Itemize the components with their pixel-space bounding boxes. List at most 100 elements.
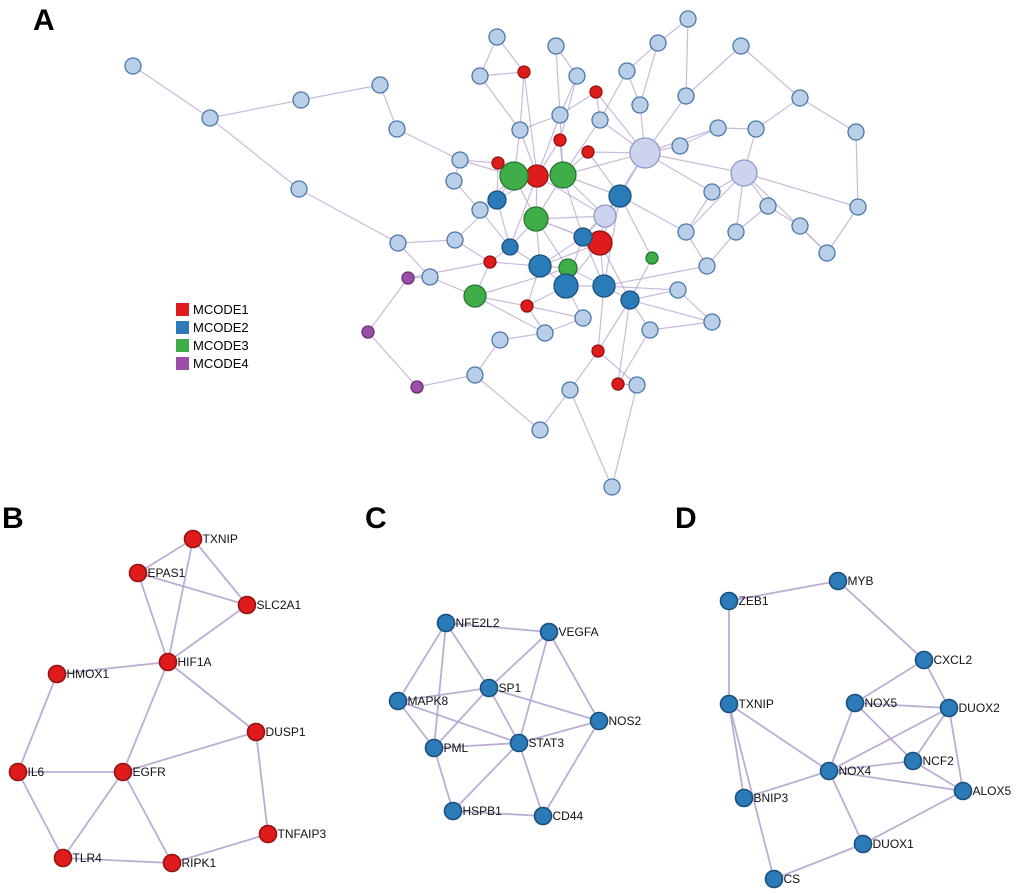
network-edge — [300, 84, 381, 101]
gene-node-TNFAIP3 — [258, 824, 278, 844]
network-edge — [167, 604, 248, 663]
gene-node-MAPK8 — [388, 691, 408, 711]
network-edge — [617, 329, 651, 385]
gene-label-NOX5: NOX5 — [865, 696, 898, 710]
gene-node-DUOX2 — [939, 698, 959, 718]
network-edge — [433, 622, 447, 749]
network-edge — [629, 299, 713, 323]
network-edge — [17, 771, 64, 859]
network-edge — [828, 707, 950, 772]
network-edge — [526, 305, 584, 319]
gene-node-HIF1A — [158, 652, 178, 672]
network-node — [501, 238, 519, 256]
network-edge — [862, 790, 964, 845]
network-node — [592, 274, 616, 298]
gene-label-NOS2: NOS2 — [609, 714, 642, 728]
gene-label-TLR4: TLR4 — [73, 851, 103, 865]
legend-row-mcode3: MCODE3 — [176, 338, 249, 353]
network-edge — [837, 580, 925, 661]
network-node — [528, 254, 552, 278]
network-node — [709, 119, 727, 137]
network-node — [517, 65, 531, 79]
network-edge — [167, 538, 194, 663]
network-edge — [536, 175, 606, 217]
network-edge — [773, 843, 864, 880]
network-edge — [192, 538, 248, 606]
network-edge — [452, 742, 520, 812]
network-node — [677, 223, 695, 241]
network-node — [628, 376, 646, 394]
network-node — [466, 366, 484, 384]
network-edge — [603, 285, 679, 291]
gene-node-TXNIP — [719, 694, 739, 714]
network-edge — [509, 175, 538, 248]
network-node — [292, 91, 310, 109]
network-edge — [137, 572, 248, 606]
network-node — [629, 137, 661, 169]
network-node — [603, 478, 621, 496]
legend-row-mcode2: MCODE2 — [176, 320, 249, 335]
network-edge — [617, 299, 631, 385]
network-node — [491, 331, 509, 349]
gene-label-TNFAIP3: TNFAIP3 — [278, 827, 327, 841]
network-edge — [542, 720, 600, 817]
gene-node-NCF2 — [903, 751, 923, 771]
network-node — [791, 217, 809, 235]
gene-node-IL6 — [8, 762, 28, 782]
network-edge — [828, 770, 864, 845]
mcode2-label: MCODE2 — [193, 320, 249, 335]
mcode-legend: MCODE1 MCODE2 MCODE3 MCODE4 — [176, 302, 249, 371]
network-edge — [367, 331, 418, 388]
network-edge — [17, 673, 58, 773]
network-edge — [639, 42, 659, 106]
network-node — [620, 290, 640, 310]
panel-label-a: A — [33, 4, 55, 37]
gene-node-NOX4 — [819, 761, 839, 781]
network-edge — [597, 299, 631, 352]
network-edge — [518, 720, 600, 744]
gene-node-CD44 — [533, 806, 553, 826]
network-edge — [397, 239, 456, 244]
mcode4-swatch — [176, 357, 189, 370]
network-node — [589, 85, 603, 99]
network-node — [290, 180, 308, 198]
gene-label-EPAS1: EPAS1 — [148, 566, 186, 580]
gene-node-NOX5 — [845, 693, 865, 713]
network-edge — [474, 295, 546, 334]
gene-node-EPAS1 — [128, 563, 148, 583]
network-edge — [56, 661, 169, 675]
gene-node-STAT3 — [509, 733, 529, 753]
network-node — [561, 381, 579, 399]
network-node — [727, 223, 745, 241]
network-edge — [599, 70, 628, 121]
network-node — [553, 133, 567, 147]
network-edge — [367, 277, 409, 333]
panel-label-d: D — [675, 502, 697, 535]
network-node — [388, 120, 406, 138]
gene-label-VEGFA: VEGFA — [559, 625, 599, 639]
network-edge — [559, 75, 578, 141]
network-edge — [743, 770, 830, 799]
network-edge — [644, 152, 745, 174]
network-node — [201, 109, 219, 127]
gene-label-HSPB1: HSPB1 — [463, 804, 503, 818]
gene-node-HMOX1 — [47, 664, 67, 684]
network-node — [487, 190, 507, 210]
network-edge — [433, 687, 490, 749]
gene-node-CS — [764, 869, 784, 889]
gene-node-TLR4 — [53, 848, 73, 868]
network-edge — [912, 707, 950, 762]
network-node — [759, 197, 777, 215]
network-edge — [62, 857, 173, 864]
gene-label-NOX4: NOX4 — [839, 764, 872, 778]
gene-label-ZEB1: ZEB1 — [739, 594, 769, 608]
network-node — [568, 67, 586, 85]
panel-label-b: B — [2, 502, 24, 535]
network-edge — [397, 687, 490, 702]
network-node — [371, 76, 389, 94]
gene-label-STAT3: STAT3 — [529, 736, 565, 750]
network-edge — [445, 622, 490, 689]
network-edge — [548, 631, 600, 722]
network-edge — [62, 771, 124, 859]
